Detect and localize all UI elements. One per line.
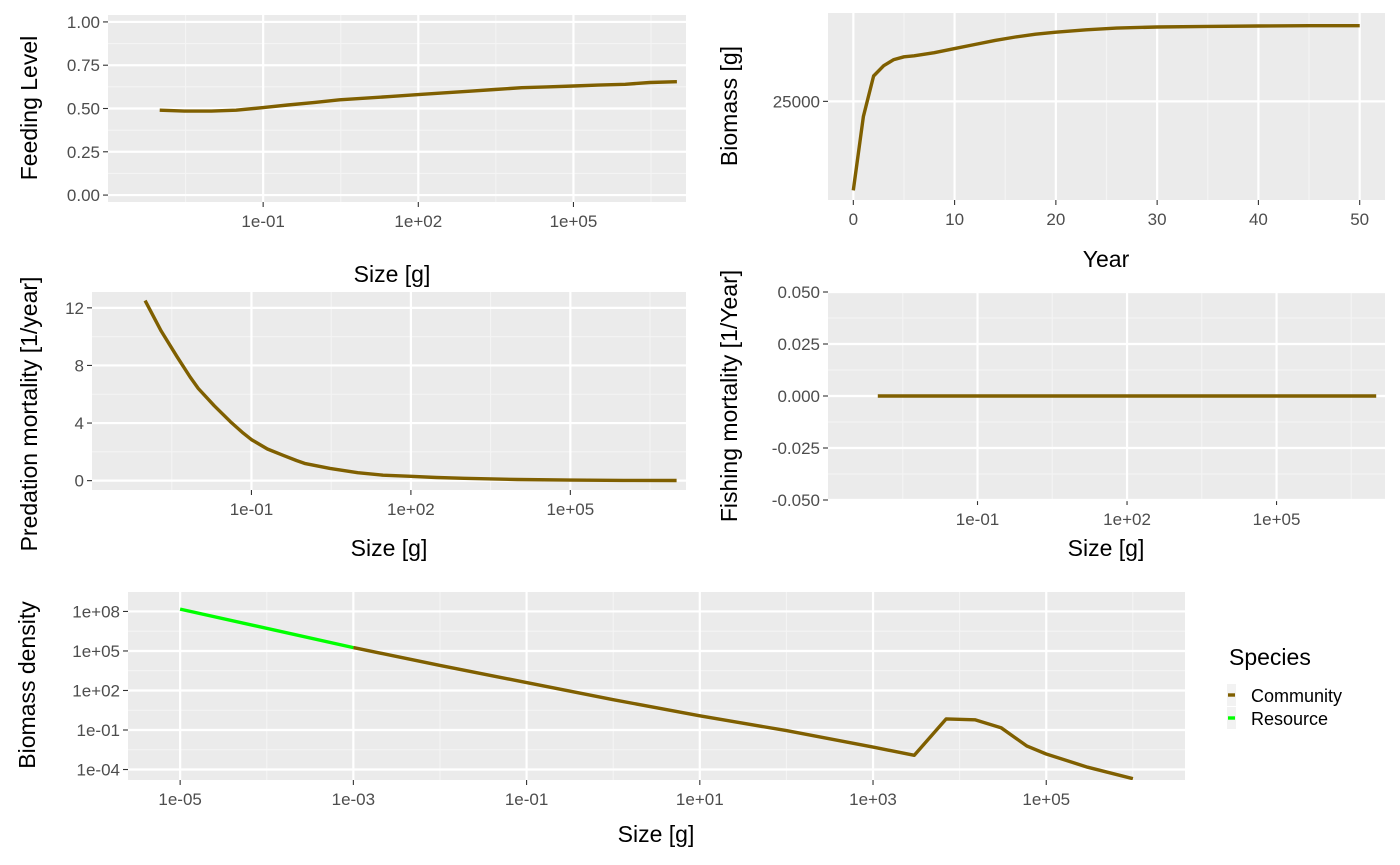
feeding-series-line xyxy=(159,80,677,113)
x-tick-label: 1e+03 xyxy=(849,790,897,809)
x-tick-label: 30 xyxy=(1148,210,1167,229)
predation-series-line xyxy=(143,299,677,483)
biomass-series-line xyxy=(851,24,1360,191)
x-tick-label: 1e+02 xyxy=(387,500,435,519)
fishing-y-axis-title: Fishing mortality [1/Year] xyxy=(716,270,742,522)
y-tick-label: 12 xyxy=(65,299,84,318)
y-tick-label: 0.50 xyxy=(67,100,100,119)
x-tick-label: 1e+01 xyxy=(676,790,724,809)
x-tick-label: 1e-03 xyxy=(332,790,375,809)
x-tick-label: 1e+05 xyxy=(1253,510,1301,529)
y-tick-label: 0.050 xyxy=(777,283,820,302)
x-tick-label: 0 xyxy=(849,210,858,229)
y-tick-label: 0 xyxy=(75,472,84,491)
legend-label-community: Community xyxy=(1251,686,1342,706)
biomass-x-axis-title: Year xyxy=(1083,246,1130,272)
predation-y-axis-title: Predation mortality [1/year] xyxy=(16,277,42,552)
x-tick-label: 10 xyxy=(945,210,964,229)
predation-panel: 1e-01 1e+02 1e+05 0 4 8 12 Size [g] Predation mo… xyxy=(16,277,686,561)
legend: Species Community Resource xyxy=(1227,644,1342,729)
x-tick-label: 40 xyxy=(1249,210,1268,229)
biomass-panel: 0 10 20 30 40 50 25000 Year Biomass [g] xyxy=(716,13,1385,272)
x-tick-label: 1e-01 xyxy=(241,212,284,231)
y-tick-label: -0.025 xyxy=(772,439,820,458)
predation-panel-background xyxy=(92,292,686,490)
y-tick-label: 8 xyxy=(75,356,84,375)
legend-label-resource: Resource xyxy=(1251,709,1328,729)
y-tick-label: 0.00 xyxy=(67,186,100,205)
y-tick-label: 1e+05 xyxy=(72,642,120,661)
density-series-line-resource xyxy=(179,607,354,650)
y-tick-label: 0.000 xyxy=(777,387,820,406)
predation-x-axis-title: Size [g] xyxy=(351,535,428,561)
biomass-y-axis-title: Biomass [g] xyxy=(716,46,742,166)
y-tick-label: 0.25 xyxy=(67,143,100,162)
y-tick-label: 25000 xyxy=(773,92,820,111)
density-series-line-community xyxy=(353,645,1134,780)
fishing-x-axis-title: Size [g] xyxy=(1068,535,1145,561)
x-tick-label: 1e-01 xyxy=(230,500,273,519)
feeding-panel: 1e-01 1e+02 1e+05 0.00 0.25 0.50 0.75 1.00 Size … xyxy=(16,13,686,287)
x-tick-label: 20 xyxy=(1046,210,1065,229)
x-tick-label: 1e+05 xyxy=(546,500,594,519)
x-tick-label: 1e+05 xyxy=(1022,790,1070,809)
fishing-panel: 1e-01 1e+02 1e+05 -0.050 -0.025 0.000 0.025 0.0… xyxy=(716,270,1385,561)
feeding-x-axis-title: Size [g] xyxy=(354,261,431,287)
y-tick-label: -0.050 xyxy=(772,491,820,510)
y-tick-label: 1.00 xyxy=(67,13,100,32)
x-tick-label: 1e-01 xyxy=(956,510,999,529)
x-tick-label: 1e+02 xyxy=(1103,510,1151,529)
x-tick-label: 50 xyxy=(1350,210,1369,229)
y-tick-label: 1e+02 xyxy=(72,681,120,700)
density-y-axis-title: Biomass density xyxy=(14,601,40,769)
y-tick-label: 1e+08 xyxy=(72,602,120,621)
y-tick-label: 0.025 xyxy=(777,335,820,354)
density-x-axis-title: Size [g] xyxy=(618,821,695,847)
x-tick-label: 1e+02 xyxy=(394,212,442,231)
y-tick-label: 4 xyxy=(75,414,84,433)
legend-title: Species xyxy=(1229,644,1311,670)
y-tick-label: 1e-04 xyxy=(77,761,120,780)
y-tick-label: 0.75 xyxy=(67,56,100,75)
x-tick-label: 1e-05 xyxy=(158,790,201,809)
y-tick-label: 1e-01 xyxy=(77,721,120,740)
x-tick-label: 1e-01 xyxy=(505,790,548,809)
density-panel: 1e-05 1e-03 1e-01 1e+01 1e+03 1e+05 1e-04 1e-01… xyxy=(14,592,1185,847)
density-panel-background xyxy=(128,592,1185,780)
x-tick-label: 1e+05 xyxy=(550,212,598,231)
feeding-y-axis-title: Feeding Level xyxy=(16,36,42,181)
